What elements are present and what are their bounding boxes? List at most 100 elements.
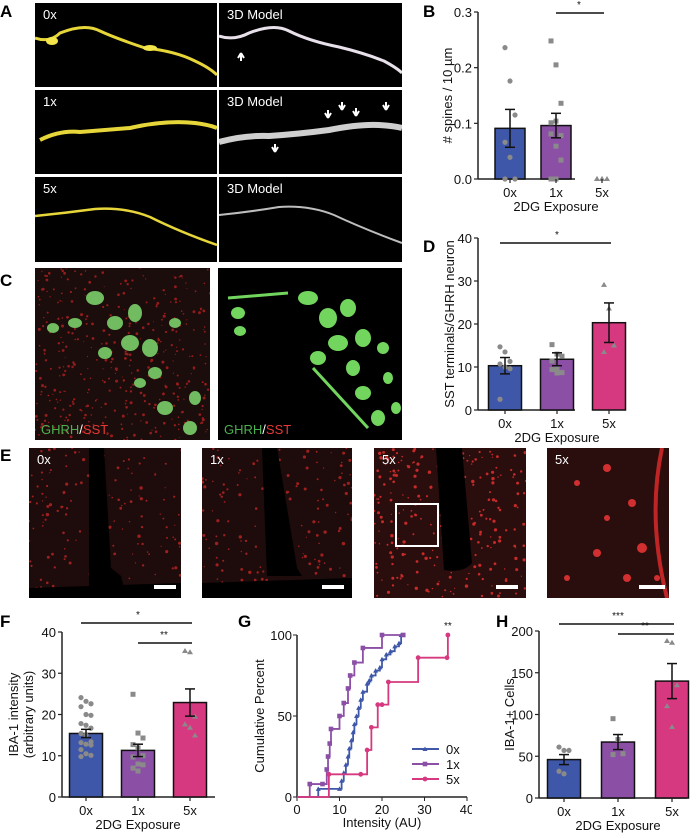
iba1-speck	[395, 452, 399, 455]
iba1-speck	[205, 479, 207, 481]
step-chart-g: 0 50 100 0 10 20 30 40 Intensity (AU) Cumulative …	[252, 621, 474, 830]
iba1-speck	[383, 483, 386, 486]
iba1-speck	[317, 559, 321, 563]
sst-speck	[53, 388, 57, 392]
x-tick-label: 0x	[79, 803, 93, 818]
panel-letter-h: H	[496, 612, 509, 631]
sst-speck	[143, 400, 146, 403]
data-point	[556, 744, 562, 750]
sst-speck	[72, 402, 75, 405]
iba1-speck	[318, 563, 321, 566]
iba1-speck	[401, 552, 405, 557]
sst-speck	[120, 423, 123, 426]
iba1-speck	[513, 528, 516, 531]
iba1-speck	[220, 464, 222, 467]
iba1-speck	[141, 542, 144, 546]
data-point	[558, 157, 564, 163]
iba1-speck	[56, 509, 59, 513]
iba1-speck	[78, 530, 82, 533]
iba1-speck	[474, 458, 477, 461]
image-label: 5x	[555, 452, 569, 467]
iba1-speck	[392, 455, 395, 458]
iba1-speck	[52, 448, 56, 450]
sst-speck	[154, 430, 158, 433]
x-tick-label: 40	[460, 802, 472, 817]
iba1-speck	[520, 575, 522, 577]
iba1-speck	[166, 536, 168, 539]
sst-speck	[108, 333, 111, 336]
data-point	[83, 722, 89, 728]
iba1-speck	[471, 479, 475, 484]
series-marker	[373, 668, 379, 673]
y-tick-label: 0.2	[454, 61, 472, 76]
sst-speck	[202, 396, 206, 400]
iba1-speck	[485, 472, 489, 476]
iba1-speck	[116, 466, 120, 470]
data-point	[192, 732, 198, 738]
iba1-speck	[400, 459, 403, 462]
series-marker	[383, 651, 389, 657]
iba1-speck	[431, 587, 434, 590]
series-marker	[388, 648, 393, 654]
iba1-speck	[62, 492, 65, 495]
iba1-speck	[432, 448, 434, 450]
data-point	[502, 45, 508, 51]
iba1-speck	[478, 450, 481, 454]
iba1-speck	[523, 451, 526, 455]
iba1-speck	[227, 548, 230, 550]
iba1-speck	[113, 552, 117, 556]
sst-speck	[129, 401, 133, 405]
iba1-speck	[178, 541, 181, 545]
sst-speck	[176, 383, 179, 386]
sst-speck	[101, 379, 104, 382]
sst-speck	[156, 301, 160, 305]
iba1-speck	[65, 482, 69, 486]
sst-speck	[79, 408, 82, 411]
x-axis-label: 2DG Exposure	[95, 817, 180, 832]
iba1-speck	[347, 513, 349, 516]
iba1-speck	[314, 558, 316, 561]
sst-speck	[101, 271, 105, 274]
sst-speck	[153, 297, 156, 300]
sst-speck	[175, 330, 178, 333]
sst-speck	[125, 317, 128, 320]
iba1-speck	[295, 485, 298, 488]
iba1-speck	[498, 535, 502, 539]
sst-speck	[67, 364, 70, 368]
iba1-speck	[464, 584, 469, 588]
legend-label: 5x	[446, 772, 460, 787]
iba1-speck	[262, 570, 265, 573]
data-point	[554, 366, 560, 372]
x-tick-label: 0x	[503, 185, 517, 200]
iba1-speck	[413, 448, 417, 451]
iba1-speck	[489, 567, 493, 571]
iba1-speck	[491, 456, 494, 458]
iba1-speck	[427, 470, 432, 474]
iba1-speck	[171, 567, 174, 570]
sst-speck	[55, 398, 58, 401]
sst-speck	[124, 357, 127, 360]
data-point	[604, 176, 610, 181]
iba1-speck	[256, 571, 259, 574]
iba1-speck	[415, 560, 419, 563]
sst-speck	[74, 270, 76, 273]
sst-speck	[151, 429, 153, 431]
iba1-speck	[493, 562, 497, 566]
iba1-speck	[51, 552, 54, 556]
sst-speck	[111, 357, 114, 361]
x-axis-label: 2DG Exposure	[514, 430, 599, 445]
sst-speck	[85, 322, 88, 325]
tissue-section	[29, 448, 181, 598]
sst-speck	[83, 417, 86, 419]
iba1-speck	[477, 572, 481, 576]
sst-speck	[157, 338, 160, 342]
panel-letter-c: C	[0, 271, 13, 290]
iba1-speck	[482, 508, 485, 511]
data-point	[561, 771, 567, 777]
data-point	[669, 724, 675, 730]
data-point	[620, 751, 626, 757]
iba1-speck	[504, 579, 508, 582]
sst-speck	[193, 368, 195, 370]
iba1-speck	[478, 563, 482, 567]
scale-bar	[322, 585, 344, 589]
